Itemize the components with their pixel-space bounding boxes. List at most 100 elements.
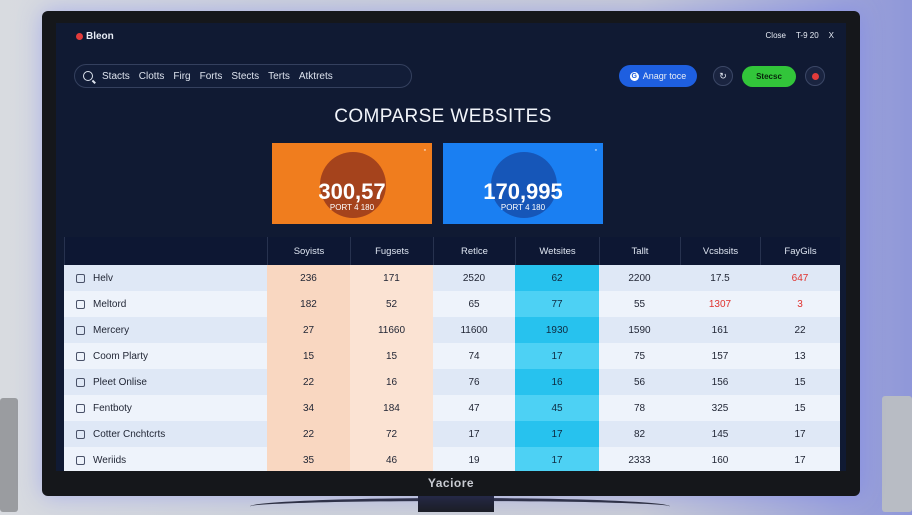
table-cell: 78 (599, 395, 680, 421)
column-header[interactable] (64, 237, 267, 265)
row-name-cell: Cotter Cnchtcrts (64, 421, 267, 447)
app-name: Bleon (86, 31, 114, 42)
row-icon (76, 351, 85, 361)
table-cell: 157 (680, 343, 760, 369)
logo-icon (76, 33, 83, 40)
column-header[interactable]: FayGils (760, 237, 840, 265)
row-name: Pleet Onlise (93, 376, 147, 388)
row-icon (76, 273, 85, 283)
table-cell: 3 (760, 291, 840, 317)
table-cell: 161 (680, 317, 760, 343)
table-cell: 1930 (515, 317, 599, 343)
table-cell: 13 (760, 343, 840, 369)
row-icon (76, 455, 85, 465)
table-cell: 15 (350, 343, 433, 369)
nav-item-stects[interactable]: Stects (231, 70, 260, 82)
table-cell: 72 (350, 421, 433, 447)
table-cell: 17 (515, 447, 599, 471)
table-cell: 171 (350, 265, 433, 291)
table-cell: 145 (680, 421, 760, 447)
window-control-status[interactable]: T-9 20 (795, 31, 819, 40)
table-header: Soyists Fugsets Retlce Wetsites Tallt Vc… (64, 237, 840, 265)
row-icon (76, 377, 85, 387)
row-name-cell: Meltord (64, 291, 267, 317)
table-cell: 65 (433, 291, 515, 317)
table-cell: 35 (267, 447, 350, 471)
table-cell: 15 (760, 395, 840, 421)
record-button[interactable] (805, 66, 825, 86)
row-icon (76, 429, 85, 439)
nav-item-atktrets[interactable]: Atktrets (298, 70, 333, 82)
table-cell: 647 (760, 265, 840, 291)
card-info-icon: ▫ (423, 147, 426, 154)
table-row[interactable]: Pleet Onlise 22 16 76 16 56 156 15 (64, 369, 840, 395)
row-name: Mercery (93, 324, 130, 336)
nav-bar: Stacts Clotts Firg Forts Stects Terts At… (74, 64, 412, 88)
row-name-cell: Mercery (64, 317, 267, 343)
table-cell: 15 (760, 369, 840, 395)
title-bar: Bleon Close T-9 20 X (56, 23, 846, 49)
nav-item-clotts[interactable]: Clotts (138, 70, 165, 82)
right-speaker (882, 396, 912, 512)
table-cell: 2333 (599, 447, 680, 471)
nav-item-terts[interactable]: Terts (268, 70, 290, 82)
table-cell: 52 (350, 291, 433, 317)
table-row[interactable]: Mercery 27 11660 11600 1930 1590 161 22 (64, 317, 840, 343)
table-cell: 56 (599, 369, 680, 395)
table-cell: 17 (433, 421, 515, 447)
column-header[interactable]: Wetsites (515, 237, 599, 265)
monitor-stand (418, 494, 494, 512)
table-cell: 22 (267, 421, 350, 447)
search-icon[interactable] (83, 71, 93, 81)
table-cell: 62 (515, 265, 599, 291)
table-row[interactable]: Helv 236 171 2520 62 2200 17.5 647 (64, 265, 840, 291)
stat-card-value: 170,995 (483, 179, 563, 204)
table-cell: 75 (599, 343, 680, 369)
nav-item-stacts[interactable]: Stacts (102, 70, 130, 82)
row-name: Cotter Cnchtcrts (93, 428, 166, 440)
table-row[interactable]: Weriids 35 46 19 17 2333 160 17 (64, 447, 840, 471)
column-header[interactable]: Soyists (267, 237, 350, 265)
table-cell: 11660 (350, 317, 433, 343)
row-name: Fentboty (93, 402, 132, 414)
table-cell: 22 (267, 369, 350, 395)
table-cell: 325 (680, 395, 760, 421)
table-cell: 1307 (680, 291, 760, 317)
stat-card-orange[interactable]: ▫ 300,57 PORT 4 180 (272, 143, 432, 224)
table-cell: 15 (267, 343, 350, 369)
card-circle-shape (320, 152, 386, 218)
table-cell: 2520 (433, 265, 515, 291)
close-icon[interactable]: X (828, 31, 834, 40)
green-action-button[interactable]: Stecsc (742, 66, 796, 87)
window-control-close[interactable]: Close (765, 31, 786, 40)
table-row[interactable]: Cotter Cnchtcrts 22 72 17 17 82 145 17 (64, 421, 840, 447)
table-row[interactable]: Meltord 182 52 65 77 55 1307 3 (64, 291, 840, 317)
row-name: Coom Plarty (93, 350, 149, 362)
nav-item-firg[interactable]: Firg (173, 70, 191, 82)
column-header[interactable]: Fugsets (350, 237, 433, 265)
row-name-cell: Weriids (64, 447, 267, 471)
table-cell: 45 (515, 395, 599, 421)
nav-item-forts[interactable]: Forts (199, 70, 223, 82)
table-cell: 17 (515, 343, 599, 369)
refresh-icon: ↻ (719, 70, 727, 81)
row-name: Meltord (93, 298, 127, 310)
column-header[interactable]: Vcsbsits (680, 237, 760, 265)
window-controls: Close T-9 20 X (766, 31, 834, 40)
column-header[interactable]: Tallt (599, 237, 680, 265)
column-header[interactable]: Retlce (433, 237, 515, 265)
row-name: Weriids (93, 454, 127, 466)
row-name-cell: Fentboty (64, 395, 267, 421)
table-cell: 17 (515, 421, 599, 447)
table-row[interactable]: Fentboty 34 184 47 45 78 325 15 (64, 395, 840, 421)
stat-card-blue[interactable]: ▫ 170,995 PORT 4 180 (443, 143, 603, 224)
table-cell: 22 (760, 317, 840, 343)
blue-action-button[interactable]: G Anagr toce (619, 65, 697, 87)
table-cell: 19 (433, 447, 515, 471)
table-cell: 184 (350, 395, 433, 421)
table-row[interactable]: Coom Plarty 15 15 74 17 75 157 13 (64, 343, 840, 369)
table-cell: 77 (515, 291, 599, 317)
table-cell: 236 (267, 265, 350, 291)
refresh-button[interactable]: ↻ (713, 66, 733, 86)
row-icon (76, 325, 85, 335)
